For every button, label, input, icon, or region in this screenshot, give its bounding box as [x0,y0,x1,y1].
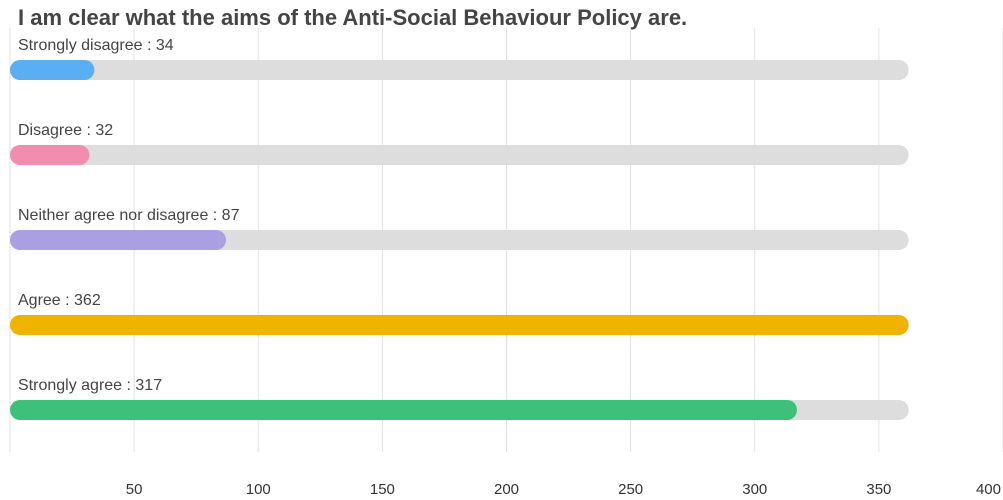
bar-label: Strongly agree : 317 [18,377,162,394]
bar [10,60,95,80]
bar-label: Disagree : 32 [18,122,113,139]
bars [10,60,909,420]
x-tick-label: 100 [246,481,271,498]
bar-label: Agree : 362 [18,292,101,309]
bar [10,400,797,420]
bar [10,230,226,250]
bar [10,145,90,165]
bar-track [10,230,909,250]
bar-labels: Strongly disagree : 34 Disagree : 32 Neith… [18,37,240,394]
chart-title: I am clear what the aims of the Anti-Soc… [18,5,688,30]
x-tick-label: 400 [976,481,1001,498]
bar-label: Neither agree nor disagree : 87 [18,207,240,224]
x-tick-label: 300 [742,481,767,498]
x-tick-label: 150 [370,481,395,498]
bar [10,315,909,335]
x-axis-ticks: 50 100 150 200 250 300 350 400 [126,481,1001,498]
x-tick-label: 50 [126,481,143,498]
x-tick-label: 200 [494,481,519,498]
x-tick-label: 250 [618,481,643,498]
bar-track [10,60,909,80]
bar-track [10,145,909,165]
bar-label: Strongly disagree : 34 [18,37,174,54]
x-tick-label: 350 [866,481,891,498]
